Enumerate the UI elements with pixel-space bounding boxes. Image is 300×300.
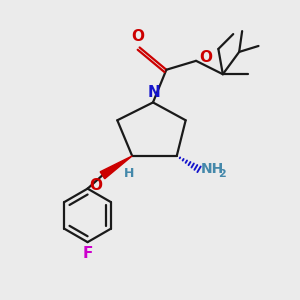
Text: O: O — [200, 50, 213, 65]
Text: O: O — [132, 29, 145, 44]
Text: NH: NH — [201, 162, 224, 176]
Text: O: O — [89, 178, 102, 193]
Text: F: F — [82, 246, 93, 261]
Polygon shape — [100, 156, 132, 179]
Text: 2: 2 — [218, 169, 226, 179]
Text: H: H — [124, 167, 134, 180]
Text: N: N — [147, 85, 160, 100]
